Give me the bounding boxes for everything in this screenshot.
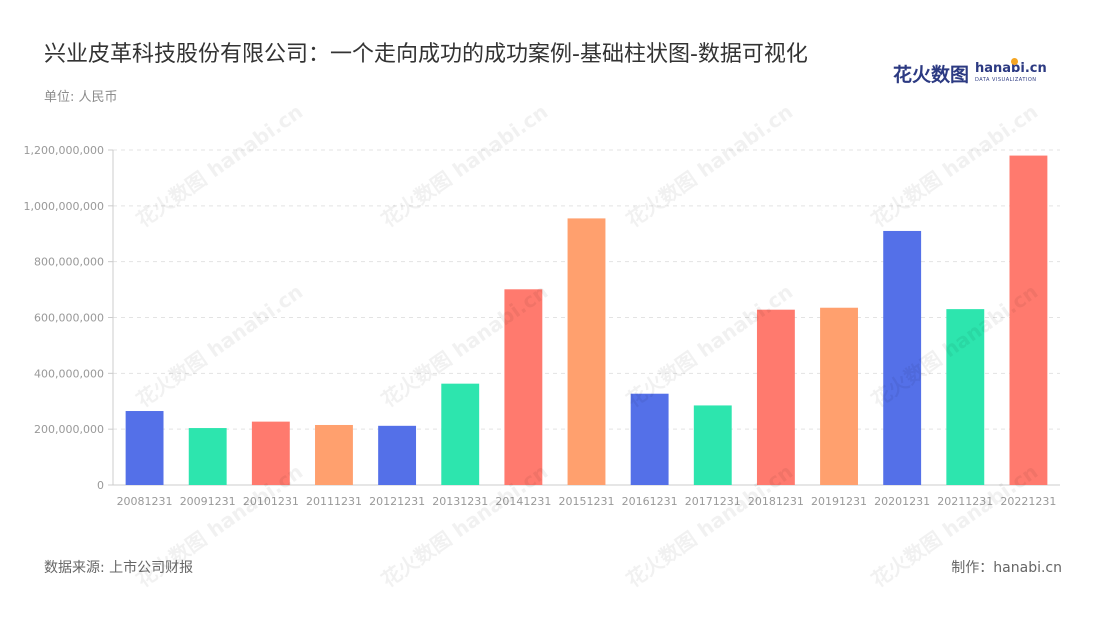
bar <box>693 405 732 485</box>
y-tick-label: 400,000,000 <box>34 367 104 380</box>
logo-en-text: hanabi.cn <box>975 61 1047 76</box>
bar <box>567 218 606 486</box>
bar <box>946 309 985 485</box>
brand-logo: 花火数图 hanabi.cn DATA VISUALIZATION <box>893 58 1047 86</box>
x-tick-label: 20201231 <box>874 495 930 508</box>
bar <box>883 230 922 485</box>
x-tick-label: 20081231 <box>117 495 173 508</box>
x-tick-label: 20181231 <box>748 495 804 508</box>
data-source: 数据来源: 上市公司财报 <box>44 560 194 576</box>
y-tick-label: 200,000,000 <box>34 423 104 436</box>
chart-title: 兴业皮革科技股份有限公司：一个走向成功的成功案例-基础柱状图-数据可视化 <box>44 42 808 67</box>
logo-sparkle-icon <box>1011 58 1018 65</box>
x-tick-label: 20191231 <box>811 495 867 508</box>
x-tick-label: 20171231 <box>685 495 741 508</box>
x-tick-label: 20101231 <box>243 495 299 508</box>
x-tick-label: 20221231 <box>1000 495 1056 508</box>
y-tick-label: 600,000,000 <box>34 312 104 325</box>
bar <box>441 383 480 485</box>
y-tick-label: 1,200,000,000 <box>24 144 104 157</box>
bar <box>188 428 227 485</box>
logo-sub-text: DATA VISUALIZATION <box>975 77 1037 83</box>
x-tick-label: 20211231 <box>937 495 993 508</box>
x-tick-label: 20131231 <box>432 495 488 508</box>
logo-cn-text: 花火数图 <box>893 64 970 86</box>
bar <box>1009 155 1048 486</box>
x-tick-label: 20151231 <box>559 495 615 508</box>
bar <box>630 393 669 485</box>
y-tick-label: 0 <box>97 479 104 492</box>
x-tick-label: 20121231 <box>369 495 425 508</box>
y-tick-label: 800,000,000 <box>34 256 104 269</box>
x-tick-label: 20111231 <box>306 495 362 508</box>
unit-label: 单位: 人民币 <box>44 90 118 105</box>
x-tick-label: 20091231 <box>180 495 236 508</box>
bar <box>756 309 795 485</box>
y-tick-label: 1,000,000,000 <box>24 200 104 213</box>
x-tick-label: 20141231 <box>495 495 551 508</box>
bar <box>251 421 290 485</box>
bar <box>378 425 417 485</box>
bar <box>820 307 858 485</box>
bar <box>315 424 353 485</box>
bar <box>504 289 543 485</box>
maker-credit: 制作：hanabi.cn <box>951 560 1062 576</box>
bar <box>125 411 164 485</box>
x-tick-label: 20161231 <box>622 495 678 508</box>
